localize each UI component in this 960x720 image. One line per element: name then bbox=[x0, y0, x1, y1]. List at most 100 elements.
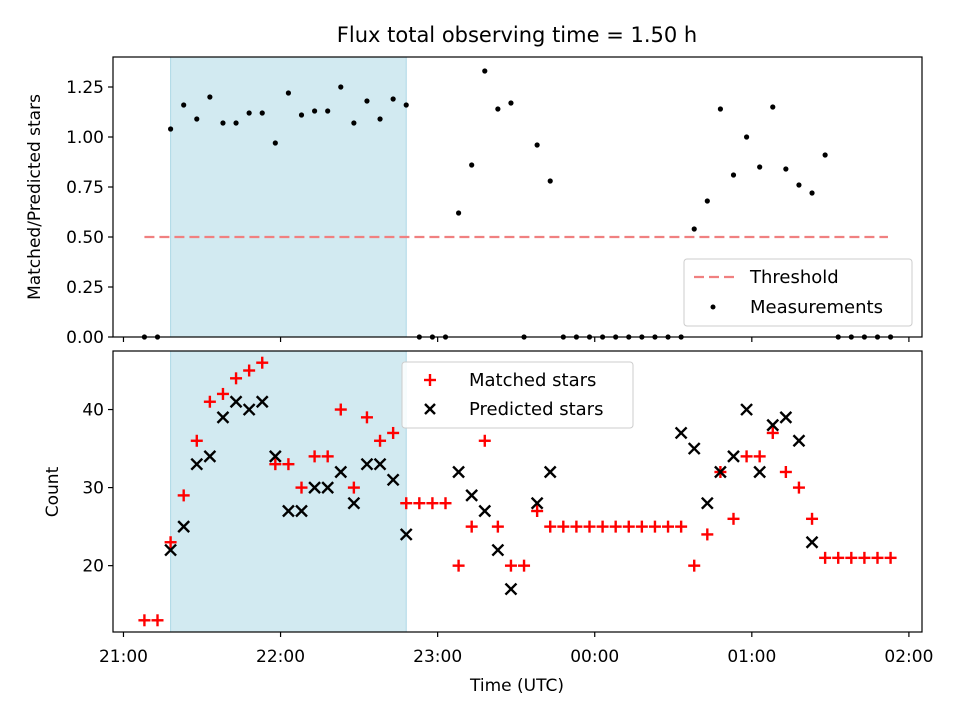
matched-star-point bbox=[151, 614, 164, 627]
matched-star-point bbox=[465, 520, 478, 533]
y-tick-label: 40 bbox=[82, 401, 104, 421]
matched-star-point bbox=[243, 364, 256, 377]
legend-measurements-swatch bbox=[710, 304, 716, 310]
predicted-star-point bbox=[452, 465, 465, 479]
matched-star-point bbox=[832, 551, 845, 564]
matched-star-point bbox=[321, 450, 334, 463]
top-x-ticks bbox=[122, 337, 910, 342]
y-tick-label: 1.00 bbox=[66, 128, 104, 148]
matched-star-point bbox=[779, 465, 792, 478]
matched-star-point bbox=[675, 520, 688, 533]
matched-star-point bbox=[400, 497, 413, 510]
predicted-star-point bbox=[347, 496, 361, 510]
predicted-star-point bbox=[190, 457, 204, 471]
matched-star-point bbox=[622, 520, 635, 533]
measurement-point bbox=[783, 166, 789, 172]
matched-star-point bbox=[583, 520, 596, 533]
measurement-point bbox=[246, 110, 252, 116]
matched-star-point bbox=[203, 395, 216, 408]
predicted-star-point bbox=[321, 481, 335, 494]
x-axis-label: Time (UTC) bbox=[469, 676, 564, 696]
bottom-legend-box bbox=[401, 361, 634, 429]
measurement-point bbox=[285, 90, 292, 96]
predicted-star-point bbox=[687, 442, 701, 455]
top-axes-frame bbox=[112, 56, 923, 338]
predicted-star-point bbox=[700, 496, 714, 510]
matched-star-point bbox=[531, 505, 544, 518]
measurement-point bbox=[298, 112, 305, 118]
measurement-point bbox=[730, 172, 737, 178]
legend-predicted-swatch bbox=[424, 403, 436, 415]
predicted-star-point bbox=[203, 450, 217, 463]
measurement-point bbox=[220, 120, 226, 126]
y-tick-label: 0.50 bbox=[66, 228, 104, 248]
measurement-point bbox=[181, 102, 187, 108]
predicted-star-point bbox=[399, 528, 413, 541]
top-shaded-region bbox=[170, 56, 407, 338]
measurement-point bbox=[770, 104, 776, 110]
bottom-y-ticks: 20 30 40 bbox=[82, 401, 113, 577]
matched-star-point bbox=[845, 551, 858, 564]
measurement-point bbox=[194, 116, 200, 122]
matched-star-point bbox=[871, 551, 884, 564]
matched-star-point bbox=[518, 559, 531, 572]
measurement-point bbox=[717, 106, 724, 112]
matched-star-point bbox=[413, 497, 426, 510]
matched-star-point bbox=[884, 551, 897, 564]
measurement-point bbox=[364, 98, 370, 104]
measurement-point bbox=[167, 126, 174, 132]
matched-star-point bbox=[557, 520, 570, 533]
predicted-star-point bbox=[282, 504, 295, 518]
bottom-legend: Matched stars Predicted stars bbox=[401, 361, 634, 429]
predicted-star-point bbox=[766, 418, 780, 432]
predicted-star-point bbox=[504, 582, 518, 596]
predicted-star-point bbox=[530, 496, 544, 510]
matched-star-point bbox=[295, 481, 308, 494]
predicted-star-point bbox=[805, 535, 819, 549]
matched-star-point bbox=[544, 520, 557, 533]
matched-star-point bbox=[806, 512, 819, 525]
predicted-star-point bbox=[478, 504, 492, 518]
predicted-star-point bbox=[308, 481, 321, 494]
predicted-star-point bbox=[792, 434, 806, 448]
y-tick-label: 0.75 bbox=[66, 178, 104, 198]
measurement-point bbox=[259, 110, 265, 116]
predicted-star-point bbox=[295, 504, 308, 518]
x-tick-label: 21:00 bbox=[99, 647, 148, 667]
predicted-stars-points bbox=[164, 395, 819, 596]
predicted-star-point bbox=[740, 403, 753, 416]
matched-star-point bbox=[452, 559, 465, 572]
measurement-point bbox=[272, 140, 278, 146]
predicted-star-point bbox=[360, 457, 374, 471]
measurement-point bbox=[809, 190, 815, 196]
predicted-star-point bbox=[229, 395, 243, 409]
matched-star-point bbox=[216, 387, 229, 400]
measurement-point bbox=[482, 68, 488, 74]
matched-stars-points bbox=[138, 356, 897, 627]
matched-star-point bbox=[701, 528, 714, 541]
matched-star-point bbox=[347, 481, 360, 494]
matched-star-point bbox=[282, 458, 295, 471]
top-panel: 0.00 0.25 0.50 0.75 1.00 1.25 Matched/Predict… bbox=[25, 56, 923, 348]
matched-star-point bbox=[334, 403, 347, 416]
predicted-star-point bbox=[779, 410, 793, 424]
predicted-star-point bbox=[753, 465, 767, 479]
predicted-star-point bbox=[242, 403, 256, 416]
measurement-point bbox=[351, 120, 357, 126]
y-tick-label: 30 bbox=[82, 479, 104, 499]
y-tick-label: 0.25 bbox=[66, 278, 104, 298]
y-tick-label: 1.25 bbox=[66, 78, 104, 98]
measurement-point bbox=[691, 226, 697, 232]
matched-star-point bbox=[177, 489, 190, 502]
measurement-point bbox=[743, 134, 750, 140]
matched-star-point bbox=[570, 520, 583, 533]
bottom-axes-frame bbox=[112, 350, 923, 633]
x-tick-label: 01:00 bbox=[727, 647, 776, 667]
predicted-star-point bbox=[674, 426, 688, 440]
measurement-point bbox=[403, 102, 409, 108]
matched-star-point bbox=[426, 497, 439, 510]
x-tick-label: 02:00 bbox=[884, 647, 933, 667]
matched-star-point bbox=[819, 551, 832, 564]
predicted-star-point bbox=[334, 465, 348, 479]
